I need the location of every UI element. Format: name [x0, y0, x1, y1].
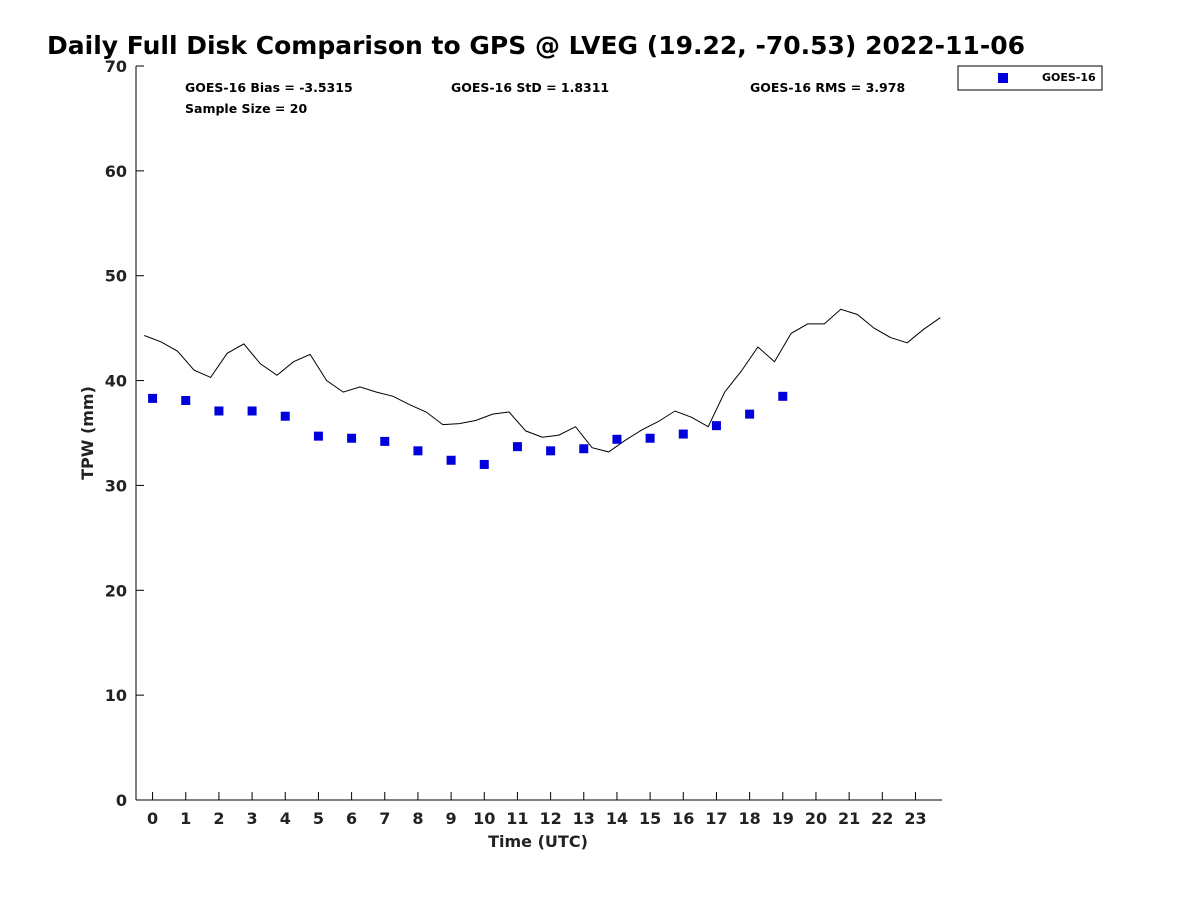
y-tick-label: 10 [105, 686, 127, 705]
bias-stat: GOES-16 Bias = -3.5315 [185, 80, 353, 95]
rms-stat: GOES-16 RMS = 3.978 [750, 80, 905, 95]
y-tick-label: 60 [105, 162, 127, 181]
x-tick-label: 17 [705, 809, 727, 828]
y-axis-label: TPW (mm) [78, 386, 97, 480]
legend: GOES-16 [957, 65, 1103, 91]
x-axis-label: Time (UTC) [488, 832, 588, 851]
goes-16-point [479, 459, 489, 469]
x-tick-label: 5 [313, 809, 324, 828]
y-axis-ticks: 0 10 20 30 40 50 60 70 [105, 57, 144, 810]
x-tick-label: 12 [539, 809, 561, 828]
goes-16-point [181, 395, 191, 405]
x-tick-label: 0 [147, 809, 158, 828]
x-tick-label: 19 [772, 809, 794, 828]
x-tick-label: 4 [280, 809, 291, 828]
x-tick-label: 18 [738, 809, 760, 828]
x-tick-label: 16 [672, 809, 694, 828]
x-tick-label: 9 [446, 809, 457, 828]
x-tick-label: 7 [379, 809, 390, 828]
goes-16-point [313, 431, 323, 441]
goes-16-point [546, 446, 556, 456]
goes-16-point [512, 442, 522, 452]
y-tick-label: 70 [105, 57, 127, 76]
goes-16-point [778, 391, 788, 401]
goes-16-point [612, 434, 622, 444]
goes-16-point [347, 433, 357, 443]
x-tick-label: 10 [473, 809, 495, 828]
x-tick-label: 15 [639, 809, 661, 828]
goes-16-point [678, 429, 688, 439]
x-tick-label: 23 [904, 809, 926, 828]
x-axis-ticks: 0 1 2 3 4 5 6 7 8 9 10 11 12 13 14 15 16 17 18 19 20 21 22 23 [147, 792, 927, 828]
goes-16-point [214, 406, 224, 416]
x-tick-label: 20 [805, 809, 827, 828]
goes-16-point [413, 446, 423, 456]
goes-16-point [645, 433, 655, 443]
axes [135, 66, 942, 801]
y-tick-label: 30 [105, 476, 127, 495]
x-tick-label: 14 [606, 809, 628, 828]
y-tick-label: 20 [105, 581, 127, 600]
y-tick-label: 50 [105, 267, 127, 286]
std-stat: GOES-16 StD = 1.8311 [451, 80, 609, 95]
x-tick-label: 13 [573, 809, 595, 828]
goes-16-scatter-series [148, 391, 788, 469]
y-tick-label: 0 [116, 791, 127, 810]
goes-16-point [579, 444, 589, 454]
x-tick-label: 6 [346, 809, 357, 828]
x-tick-label: 3 [247, 809, 258, 828]
gps-line-series [144, 308, 941, 453]
x-tick-label: 8 [412, 809, 423, 828]
y-tick-label: 40 [105, 372, 127, 391]
legend-label-goes-16: GOES-16 [1042, 71, 1096, 84]
chart-title: Daily Full Disk Comparison to GPS @ LVEG… [47, 31, 1025, 60]
gps-tpw-line [144, 308, 941, 453]
legend-marker-goes-16 [998, 73, 1008, 83]
sample-size-stat: Sample Size = 20 [185, 101, 307, 116]
goes-16-point [280, 411, 290, 421]
goes-16-point [711, 421, 721, 431]
goes-16-point [380, 436, 390, 446]
goes-16-point [446, 455, 456, 465]
x-tick-label: 2 [213, 809, 224, 828]
x-tick-label: 1 [180, 809, 191, 828]
x-tick-label: 21 [838, 809, 860, 828]
x-tick-label: 22 [871, 809, 893, 828]
goes-16-point [148, 393, 158, 403]
legend-box [957, 65, 1103, 91]
x-tick-label: 11 [506, 809, 528, 828]
goes-16-point [247, 406, 257, 416]
goes-16-point [745, 409, 755, 419]
